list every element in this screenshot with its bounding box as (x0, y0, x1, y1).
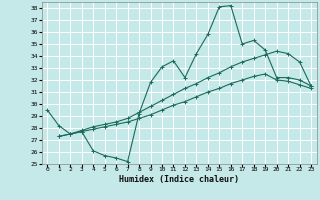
X-axis label: Humidex (Indice chaleur): Humidex (Indice chaleur) (119, 175, 239, 184)
